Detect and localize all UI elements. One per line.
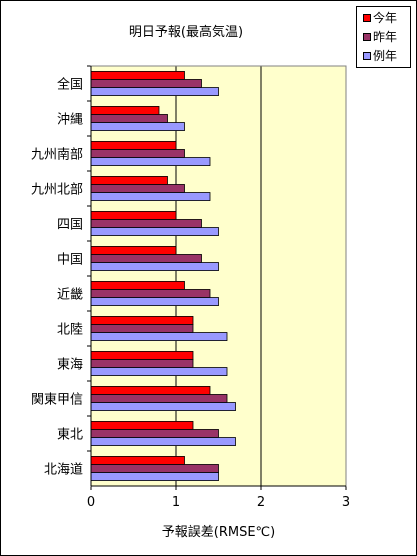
bar-series-1-7 [90,324,194,333]
legend-swatch-last-year [363,32,371,41]
y-tick-label-5: 中国 [57,253,83,268]
bar-series-2-8 [90,367,228,376]
bar-series-1-10 [90,429,219,438]
legend-label-normal-year: 例年 [373,49,398,63]
bar-series-0-2 [90,141,177,150]
bar-series-2-9 [90,402,236,411]
x-tick-label-3: 3 [342,495,350,510]
bar-series-2-5 [90,262,219,271]
bar-series-2-4 [90,227,219,236]
x-tick-label-1: 1 [172,495,180,510]
bar-series-0-4 [90,211,177,220]
y-tick-label-8: 東海 [57,357,83,373]
y-tick-label-9: 関東甲信 [31,392,83,408]
y-tick-label-4: 四国 [57,218,83,233]
bar-series-1-11 [90,464,219,473]
bar-series-0-0 [90,71,185,80]
legend-item-this-year: 今年 [363,11,397,25]
bar-series-1-1 [90,114,168,123]
bar-series-1-8 [90,359,194,368]
bar-series-2-0 [90,87,219,96]
x-tick-label-2: 2 [257,495,265,510]
bar-series-2-10 [90,437,236,446]
y-tick-label-2: 九州南部 [31,147,83,163]
bar-series-1-3 [90,184,185,193]
bar-series-0-9 [90,386,211,395]
bar-series-1-6 [90,289,211,298]
y-tick-label-3: 九州北部 [31,183,83,198]
legend-label-last-year: 昨年 [373,30,398,44]
chart-title: 明日予報(最高気温) [128,25,244,40]
bar-series-2-7 [90,332,228,341]
legend-label-this-year: 今年 [373,11,398,25]
y-tick-label-1: 沖縄 [57,113,83,128]
x-axis-label: 予報誤差(RMSE℃) [161,525,276,540]
bar-series-2-6 [90,297,219,306]
bar-series-2-2 [90,157,211,166]
bar-series-0-6 [90,281,185,290]
y-tick-label-0: 全国 [57,77,83,93]
y-tick-label-11: 北海道 [44,463,83,478]
bar-series-1-2 [90,149,185,158]
legend-item-last-year: 昨年 [363,30,397,44]
legend-swatch-this-year [363,13,371,22]
bar-series-1-4 [90,219,202,228]
bar-series-0-3 [90,176,168,185]
plot-area [91,66,346,486]
y-tick-label-6: 近畿 [57,288,83,303]
y-tick-label-7: 北陸 [57,322,83,338]
bar-series-1-5 [90,254,202,263]
bar-series-2-1 [90,122,185,131]
x-tick-label-0: 0 [87,495,95,510]
bar-series-2-11 [90,472,219,481]
legend: 今年 昨年 例年 [356,6,411,68]
bar-series-1-9 [90,394,228,403]
bar-series-0-1 [90,106,160,115]
bar-series-0-10 [90,421,194,430]
bar-series-0-5 [90,246,177,255]
bar-series-0-7 [90,316,194,325]
bar-series-2-3 [90,192,211,201]
bar-series-0-8 [90,351,194,360]
bar-series-0-11 [90,456,185,465]
legend-item-normal-year: 例年 [363,49,397,63]
bar-series-1-0 [90,79,202,88]
y-tick-label-10: 東北 [57,427,83,443]
legend-swatch-normal-year [363,51,371,60]
